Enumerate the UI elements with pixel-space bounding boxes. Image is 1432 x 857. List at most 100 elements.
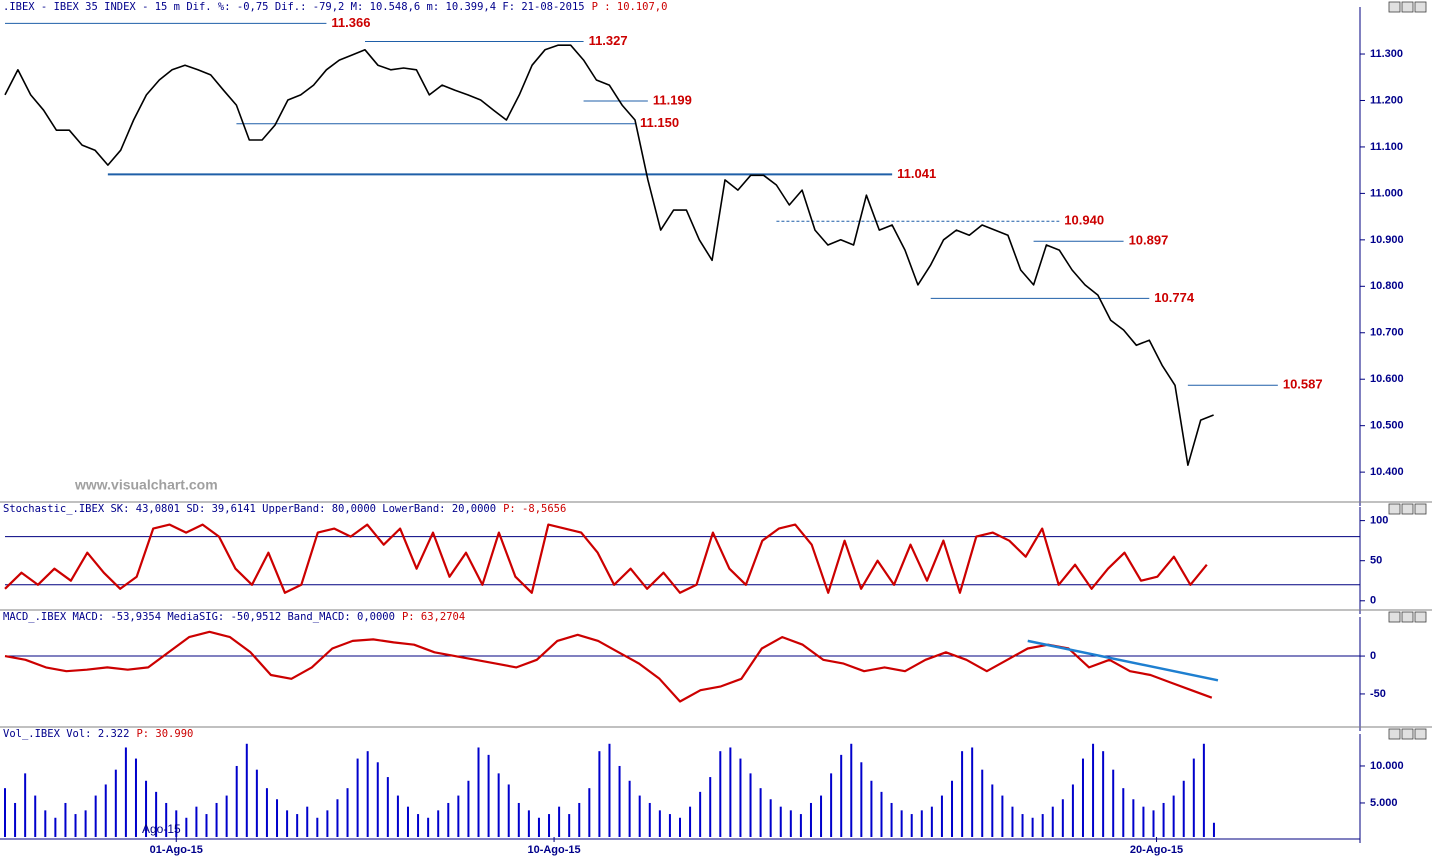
volume-bar xyxy=(799,814,802,837)
volume-bar xyxy=(286,810,289,837)
volume-bar xyxy=(1212,822,1215,837)
y-tick-label: 100 xyxy=(1370,515,1388,527)
volume-bar xyxy=(205,814,208,837)
panel-title: .IBEX - IBEX 35 INDEX - 15 m Dif. %: -0,… xyxy=(3,1,585,13)
window-button[interactable] xyxy=(1414,611,1427,623)
volume-bar xyxy=(588,788,591,837)
volume-bar xyxy=(1132,799,1135,837)
volume-bar xyxy=(134,758,137,837)
volume-bar xyxy=(104,784,107,837)
volume-bar xyxy=(114,769,117,837)
volume-bar xyxy=(185,817,188,837)
volume-bar xyxy=(417,814,420,837)
volume-bar xyxy=(255,769,258,837)
volume-bar xyxy=(1102,751,1105,837)
window-button[interactable] xyxy=(1401,728,1414,740)
volume-bar xyxy=(940,795,943,837)
y-tick-label: 11.100 xyxy=(1370,141,1403,153)
y-tick-label: 50 xyxy=(1370,555,1382,567)
volume-bar xyxy=(679,817,681,837)
volume-bar xyxy=(477,747,480,837)
series-line xyxy=(4,523,1208,594)
volume-bar xyxy=(820,795,823,837)
panel-title: Vol_.IBEX Vol: 2.322 xyxy=(3,728,129,740)
window-button[interactable] xyxy=(1414,1,1427,13)
series-line xyxy=(4,630,1213,703)
volume-bar xyxy=(779,806,782,837)
volume-bar xyxy=(1152,810,1155,837)
volume-bar xyxy=(225,795,228,837)
volume-bar xyxy=(971,747,974,837)
volume-bar xyxy=(890,802,893,837)
panel-p-label: P: 63,2704 xyxy=(402,611,465,623)
volume-bar xyxy=(1192,758,1195,837)
y-tick-label: 10.700 xyxy=(1370,327,1404,339)
volume-bar xyxy=(64,802,67,837)
volume-bar xyxy=(930,806,933,837)
panel-title: Stochastic_.IBEX SK: 43,0801 SD: 39,6141… xyxy=(3,503,496,515)
volume-bar xyxy=(850,743,853,837)
y-tick-label: -50 xyxy=(1370,688,1386,700)
panel-title: MACD_.IBEX MACD: -53,9354 MediaSIG: -50,… xyxy=(3,611,395,623)
volume-bar xyxy=(860,762,863,837)
volume-bar xyxy=(638,795,641,837)
volume-bar xyxy=(769,799,772,837)
level-label: 11.199 xyxy=(653,92,692,107)
volume-bar xyxy=(991,784,994,837)
level-label: 11.150 xyxy=(640,115,679,130)
volume-bar xyxy=(145,780,148,837)
volume-bar xyxy=(517,802,520,837)
window-button[interactable] xyxy=(1414,728,1427,740)
volume-bar xyxy=(84,810,87,837)
volume-bar xyxy=(306,806,309,837)
volume-bar xyxy=(618,765,621,837)
volume-bar xyxy=(24,773,27,837)
volume-bar xyxy=(981,769,984,837)
window-button[interactable] xyxy=(1414,503,1427,515)
volume-bar xyxy=(124,747,127,837)
volume-bar xyxy=(356,758,359,837)
volume-bar xyxy=(245,743,248,837)
window-button[interactable] xyxy=(1401,611,1414,623)
window-button[interactable] xyxy=(1388,503,1401,515)
level-label: 10.774 xyxy=(1154,290,1195,305)
volume-bar xyxy=(296,814,299,837)
volume-bar xyxy=(215,802,218,837)
volume-bar xyxy=(437,810,440,837)
volume-bar xyxy=(1051,806,1054,837)
volume-bar xyxy=(658,810,661,837)
month-label: Ago-15 xyxy=(142,822,181,836)
volume-bar xyxy=(265,788,268,837)
window-button[interactable] xyxy=(1388,611,1401,623)
window-button[interactable] xyxy=(1388,1,1401,13)
volume-bar xyxy=(568,814,571,837)
y-tick-label: 10.400 xyxy=(1370,466,1404,478)
window-button[interactable] xyxy=(1401,1,1414,13)
volume-bar xyxy=(467,780,470,837)
window-button[interactable] xyxy=(1388,728,1401,740)
volume-bar xyxy=(386,777,389,837)
volume-bar xyxy=(749,773,752,837)
level-label: 10.897 xyxy=(1129,233,1169,248)
volume-bar xyxy=(537,817,540,837)
volume-bar xyxy=(497,773,500,837)
window-button[interactable] xyxy=(1401,503,1414,515)
level-label: 10.587 xyxy=(1283,377,1323,392)
volume-bar xyxy=(235,765,238,837)
volume-bar xyxy=(4,788,6,837)
volume-bar xyxy=(961,751,964,837)
volume-bar xyxy=(1041,814,1044,837)
y-tick-label: 11.200 xyxy=(1370,94,1403,106)
volume-bar xyxy=(830,773,833,837)
volume-bar xyxy=(951,780,954,837)
volume-bar xyxy=(165,802,168,837)
y-tick-label: 11.300 xyxy=(1370,48,1403,60)
volume-bar xyxy=(44,810,47,837)
volume-bar xyxy=(729,747,732,837)
volume-bar xyxy=(598,751,601,837)
volume-bar xyxy=(14,802,17,837)
y-tick-label: 0 xyxy=(1370,650,1376,662)
series-line xyxy=(4,44,1214,466)
y-tick-label: 10.900 xyxy=(1370,234,1404,246)
